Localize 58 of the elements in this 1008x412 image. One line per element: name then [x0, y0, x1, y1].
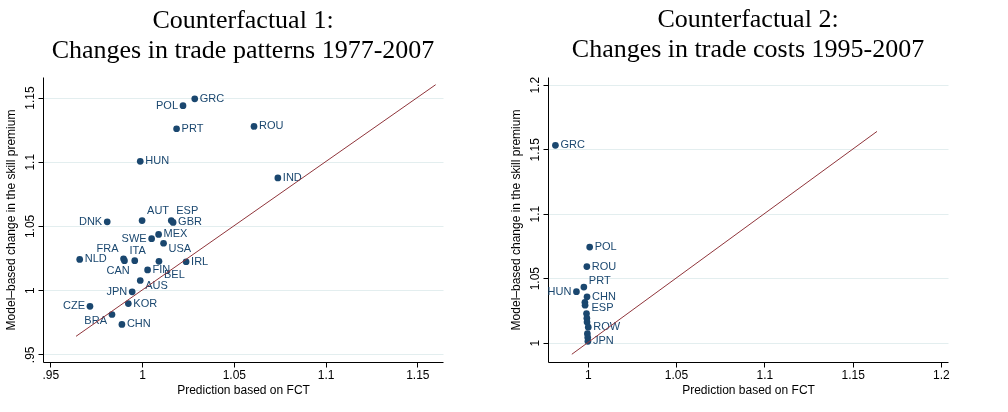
data-label: MEX — [163, 227, 189, 240]
y-tick-label: 1 — [527, 339, 542, 347]
data-label: CHN — [126, 317, 151, 330]
y-tick-label: 1 — [22, 286, 37, 294]
data-label: SWE — [121, 231, 147, 244]
y-tick-label: 1.2 — [527, 76, 542, 94]
data-label: DNK — [78, 214, 103, 227]
data-label: KOR — [133, 296, 158, 309]
chart-title: Counterfactual 1: — [152, 5, 334, 34]
data-label: ROU — [259, 119, 284, 132]
data-label: NLD — [84, 252, 107, 265]
x-tick-label: 1.1 — [317, 367, 335, 382]
x-tick-label: .95 — [42, 367, 60, 382]
y-tick-label: 1.15 — [22, 86, 37, 110]
y-axis-title: Model–based change in the skill premium — [508, 109, 523, 331]
data-label: IND — [282, 170, 302, 183]
data-label: GRC — [560, 138, 585, 151]
x-tick-label: 1 — [584, 367, 592, 382]
x-tick-label: 1.2 — [933, 367, 951, 382]
data-label: GBR — [178, 215, 202, 228]
data-label: AUS — [145, 279, 168, 292]
data-label: PRT — [181, 121, 204, 134]
data-label: CHN — [592, 289, 616, 302]
data-label: ESP — [591, 300, 614, 313]
data-label: PRT — [588, 274, 611, 287]
y-tick-label: 1.05 — [22, 214, 37, 239]
x-axis-title: Prediction based on FCT — [682, 382, 816, 397]
y-tick-label: 1.05 — [527, 266, 542, 291]
data-label: CAN — [106, 263, 130, 276]
x-tick-label: 1.05 — [222, 367, 247, 382]
data-label: JPN — [106, 284, 128, 297]
data-label: POL — [155, 98, 178, 111]
y-tick-label: 1.1 — [527, 205, 542, 223]
data-label: FRA — [96, 241, 120, 254]
x-tick-label: 1.1 — [756, 367, 774, 382]
data-label: IRL — [191, 254, 209, 267]
x-tick-label: 1 — [139, 367, 147, 382]
chart-subtitle: Changes in trade costs 1995-2007 — [571, 34, 925, 64]
data-label: ESP — [176, 203, 199, 216]
data-label: AUT — [147, 203, 170, 216]
data-label: HUN — [145, 154, 170, 167]
data-label: CZE — [62, 299, 85, 312]
x-axis-title: Prediction based on FCT — [177, 382, 311, 397]
y-tick-label: 1.1 — [22, 153, 37, 171]
x-tick-label: 1.15 — [841, 367, 866, 382]
x-tick-label: 1.05 — [664, 367, 689, 382]
data-label: ROU — [591, 259, 617, 272]
y-tick-label: 1.15 — [527, 137, 542, 162]
y-axis-title: Model–based change in the skill premium — [3, 109, 18, 331]
chart-subtitle: Changes in trade patterns 1977-2007 — [51, 35, 435, 64]
data-label: USA — [168, 242, 192, 255]
x-tick-label: 1.15 — [406, 367, 430, 382]
data-label: ITA — [129, 243, 147, 256]
chart-title: Counterfactual 2: — [657, 4, 839, 34]
y-tick-label: .95 — [22, 346, 37, 364]
data-label: POL — [594, 240, 617, 253]
data-label: JPN — [592, 334, 614, 347]
data-label: GRC — [199, 91, 225, 104]
